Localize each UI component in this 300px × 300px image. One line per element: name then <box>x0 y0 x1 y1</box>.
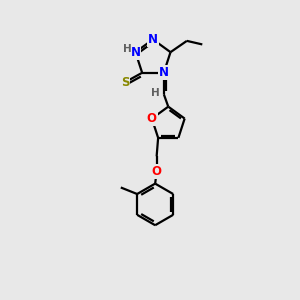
Text: H: H <box>151 88 160 98</box>
Text: O: O <box>147 112 157 125</box>
Text: N: N <box>130 46 140 59</box>
Text: O: O <box>152 165 162 178</box>
Text: H: H <box>123 44 131 54</box>
Text: N: N <box>159 66 169 79</box>
Text: N: N <box>148 33 158 46</box>
Text: S: S <box>121 76 129 89</box>
